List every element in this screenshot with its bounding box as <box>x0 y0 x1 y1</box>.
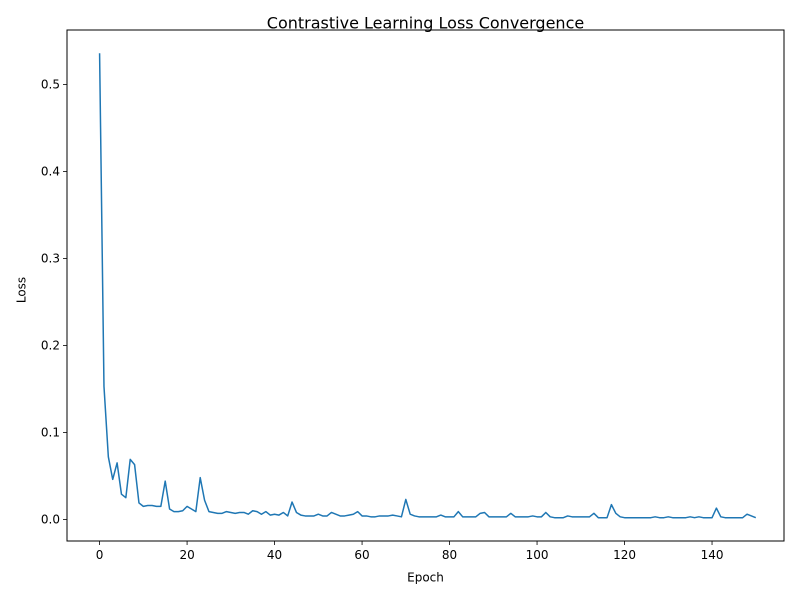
axes-frame <box>66 29 785 542</box>
series-line-0 <box>98 53 757 519</box>
plot-area <box>98 53 757 519</box>
y-tick-label: 0.4 <box>41 165 60 179</box>
y-tick-label: 0.5 <box>41 78 60 92</box>
x-tick-label: 40 <box>267 548 282 562</box>
x-tick-label: 80 <box>442 548 457 562</box>
y-tick-label: 0.0 <box>41 512 60 526</box>
x-tick-label: 120 <box>613 548 636 562</box>
y-axis-label: Loss <box>15 277 29 303</box>
y-tick-label: 0.1 <box>41 425 60 439</box>
chart-title: Contrastive Learning Loss Convergence <box>267 14 584 33</box>
x-axis: 0 20 40 60 80 100 120 140 <box>96 541 724 562</box>
y-tick-label: 0.3 <box>41 251 60 265</box>
x-tick-label: 20 <box>179 548 194 562</box>
y-tick-label: 0.2 <box>41 338 60 352</box>
x-tick-label: 0 <box>96 548 104 562</box>
x-tick-label: 140 <box>701 548 724 562</box>
x-tick-label: 100 <box>526 548 549 562</box>
y-axis: 0.0 0.1 0.2 0.3 0.4 0.5 <box>41 78 67 526</box>
x-axis-label: Epoch <box>407 571 444 585</box>
x-tick-label: 60 <box>354 548 369 562</box>
